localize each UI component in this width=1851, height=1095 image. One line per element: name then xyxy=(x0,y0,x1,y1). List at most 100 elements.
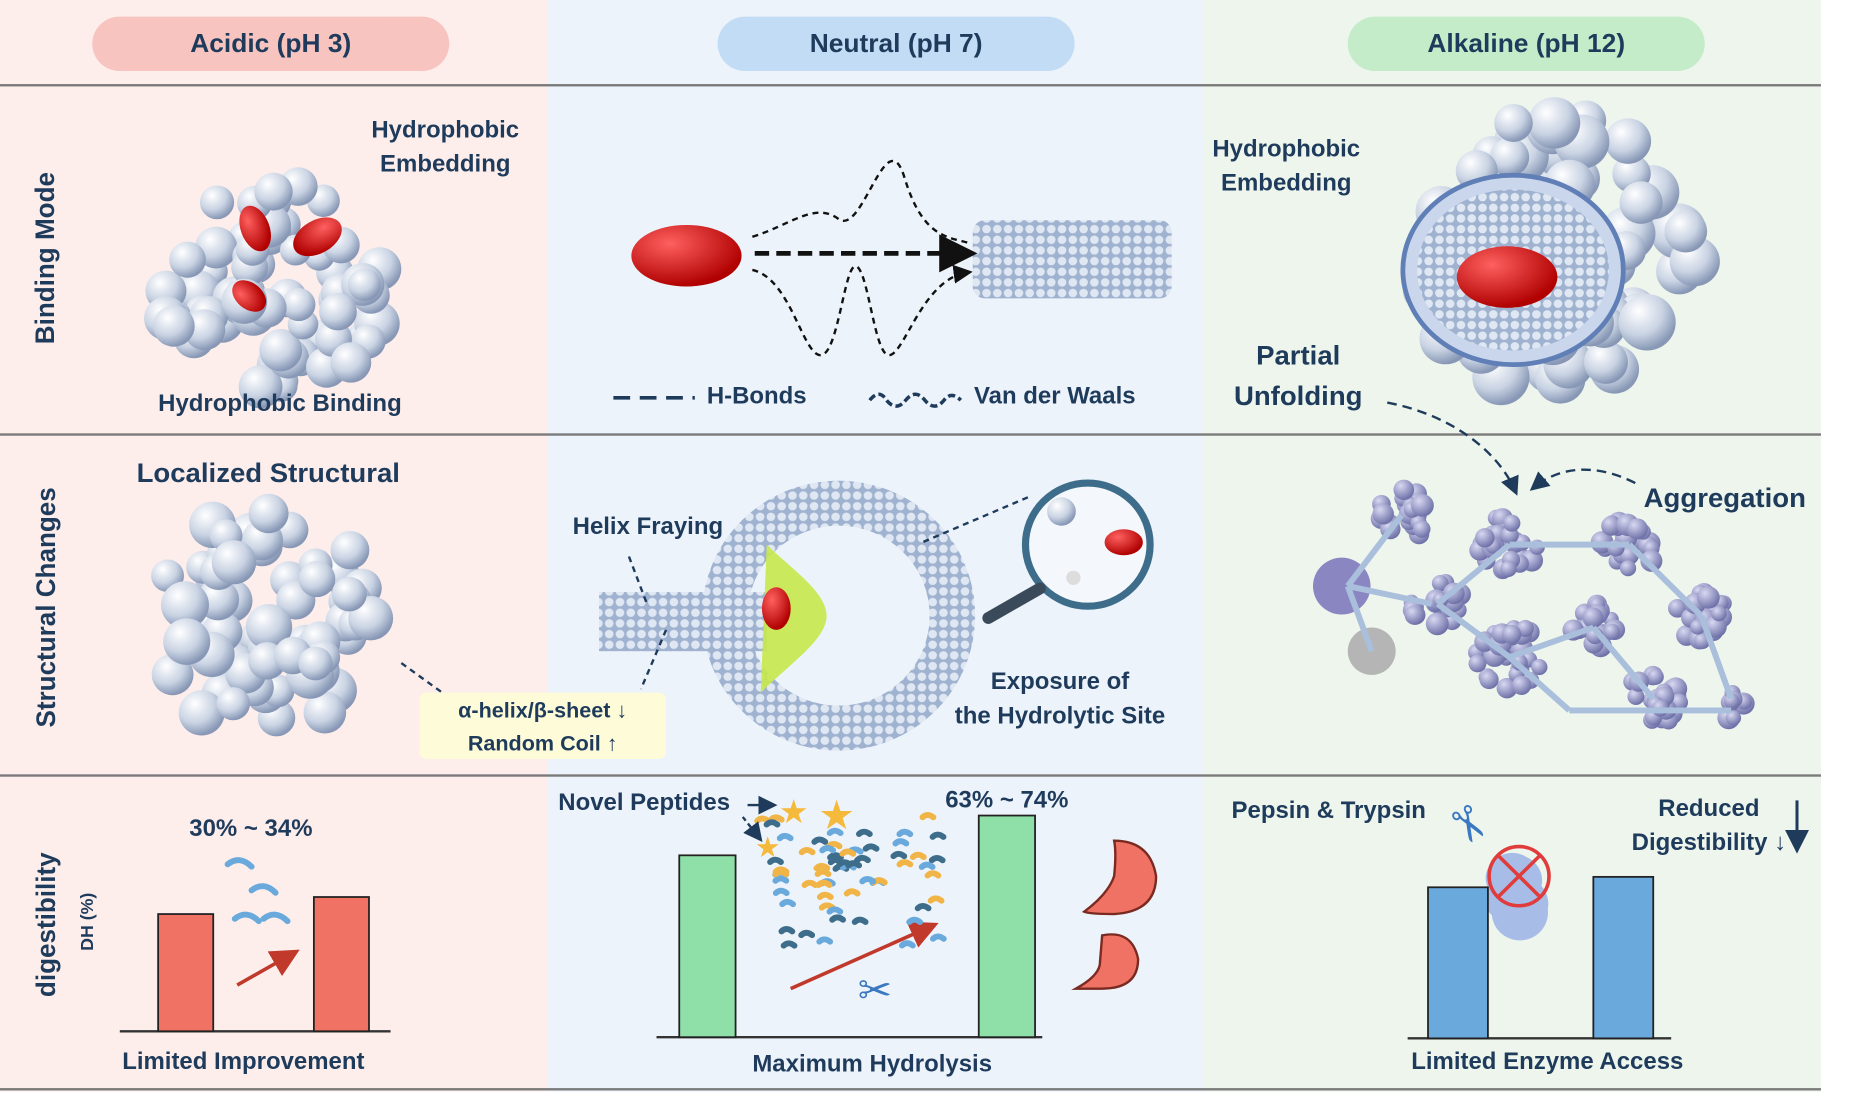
peptide-fragment xyxy=(854,854,871,864)
vdw-curve xyxy=(752,264,973,357)
peptide-fragment xyxy=(767,856,784,866)
hydrophobic-binding-label: Hydrophobic Binding xyxy=(158,390,402,417)
reduced-digestibility-label: Reduced Digestibility ↓ xyxy=(1631,795,1787,857)
enzymes-label: Pepsin & Trypsin xyxy=(1231,798,1426,825)
peptide-fragment xyxy=(801,879,819,889)
peptide-fragment xyxy=(827,852,844,861)
peptide-fragment xyxy=(896,859,914,868)
legend-van-der-waals: Van der Waals xyxy=(973,383,1136,410)
star-icon: ★ xyxy=(818,792,855,838)
peptide-fragment xyxy=(898,940,916,949)
peptide-fragment xyxy=(855,828,873,837)
ligand xyxy=(761,587,791,630)
ligand xyxy=(232,280,267,312)
aggregation-label: Aggregation xyxy=(1643,481,1806,513)
peptide-fragment xyxy=(813,862,831,872)
dh-bar xyxy=(1427,886,1489,1040)
peptide-fragment xyxy=(914,903,932,912)
peptide-fragment xyxy=(763,819,781,828)
dh-bar xyxy=(678,854,737,1039)
peptide-fragment xyxy=(754,815,772,824)
peptide-fragment xyxy=(815,879,833,888)
alkaline-label: Alkaline (pH 12) xyxy=(1427,28,1626,59)
peptide-fragment xyxy=(929,933,947,942)
alpha-helix-note: α-helix/β-sheet ↓ xyxy=(458,698,628,723)
divider xyxy=(0,433,1821,436)
peptide-fragment xyxy=(843,888,861,897)
peptide-fragment xyxy=(918,861,936,870)
ligand xyxy=(631,224,742,287)
star-icon: ★ xyxy=(779,794,809,831)
peptide-fragment xyxy=(924,870,942,879)
divider xyxy=(0,774,1821,777)
acidic-label: Acidic (pH 3) xyxy=(190,28,352,59)
secondary-structure-note xyxy=(419,692,667,759)
peptide-fragment xyxy=(892,838,910,847)
peptide-fragment xyxy=(859,876,877,885)
peptide-fragment xyxy=(816,936,834,945)
peptide-fragment xyxy=(811,836,829,845)
divider xyxy=(0,1088,1821,1091)
vdw-curve xyxy=(751,159,969,244)
peptide-fragment xyxy=(772,875,790,884)
dh-bar xyxy=(312,896,370,1033)
intestine-icon xyxy=(1071,933,1140,990)
hydrophobic-embedding-label: Hydrophobic Embedding xyxy=(1212,136,1361,197)
legend-h-bonds: H-Bonds xyxy=(706,383,807,410)
dh-bar xyxy=(977,814,1036,1039)
aggregate-cluster xyxy=(1562,594,1626,658)
peptide-fragment xyxy=(816,891,834,900)
helix-fraying-label: Helix Fraying xyxy=(572,513,724,540)
scissors-icon: ✂ xyxy=(858,967,892,1013)
star-icon: ★ xyxy=(755,832,781,864)
peptide-fragment xyxy=(829,914,847,923)
peptide-fragment xyxy=(772,868,790,878)
peptide-fragment xyxy=(909,851,927,861)
peptide-fragment xyxy=(839,848,857,857)
acidic-caption: Limited Improvement xyxy=(122,1049,365,1076)
ligand xyxy=(293,217,342,257)
peptide-fragment xyxy=(779,898,797,908)
acidic-dh-range: 30% ~ 34% xyxy=(189,815,313,842)
ligand xyxy=(239,205,271,252)
protein-cluster xyxy=(144,167,402,409)
neutral-header: Neutral (pH 7) xyxy=(717,16,1075,72)
novel-peptides-label: Novel Peptides xyxy=(558,789,731,816)
hydrophobic-embedding-label: Hydrophobic Embedding xyxy=(371,117,520,178)
peptide-fragment xyxy=(819,845,837,854)
helix-tube xyxy=(972,220,1172,299)
peptide-fragment xyxy=(778,926,796,935)
scissors-icon: ✂ xyxy=(1434,795,1500,856)
peptide-fragment xyxy=(927,895,945,904)
localized-structural-label: Localized Structural xyxy=(136,457,400,488)
stomach-icon xyxy=(1081,839,1158,916)
peptide-fragment xyxy=(826,906,844,915)
peptide-fragment xyxy=(851,916,869,925)
aggregate-cluster xyxy=(1717,684,1755,730)
peptide-fragment xyxy=(767,814,785,823)
peptide-fragment xyxy=(776,832,794,842)
peptide-fragment xyxy=(862,843,880,852)
peptide-fragment xyxy=(826,827,844,837)
peptide-fragment xyxy=(798,929,816,939)
ligand xyxy=(1456,246,1558,308)
dh-bar xyxy=(157,913,215,1033)
peptide-fragment xyxy=(845,860,863,869)
random-coil-note: Random Coil ↑ xyxy=(467,731,618,756)
protein-cluster xyxy=(151,493,394,737)
dh-bar xyxy=(1592,875,1655,1040)
peptide-fragment xyxy=(928,854,946,864)
alkaline-header: Alkaline (pH 12) xyxy=(1347,16,1705,72)
aggregate-cluster xyxy=(1370,479,1434,545)
peptide-fragment xyxy=(896,828,914,838)
acidic-header: Acidic (pH 3) xyxy=(92,16,450,72)
peptide-fragment xyxy=(780,940,798,949)
peptide-fragment xyxy=(929,831,947,840)
peptide-fragment xyxy=(814,868,832,878)
neutral-label: Neutral (pH 7) xyxy=(809,28,983,59)
neutral-caption: Maximum Hydrolysis xyxy=(752,1051,993,1078)
peptide-fragment xyxy=(798,846,816,856)
hydrolytic-site-label: Exposure of the Hydrolytic Site xyxy=(954,668,1166,730)
